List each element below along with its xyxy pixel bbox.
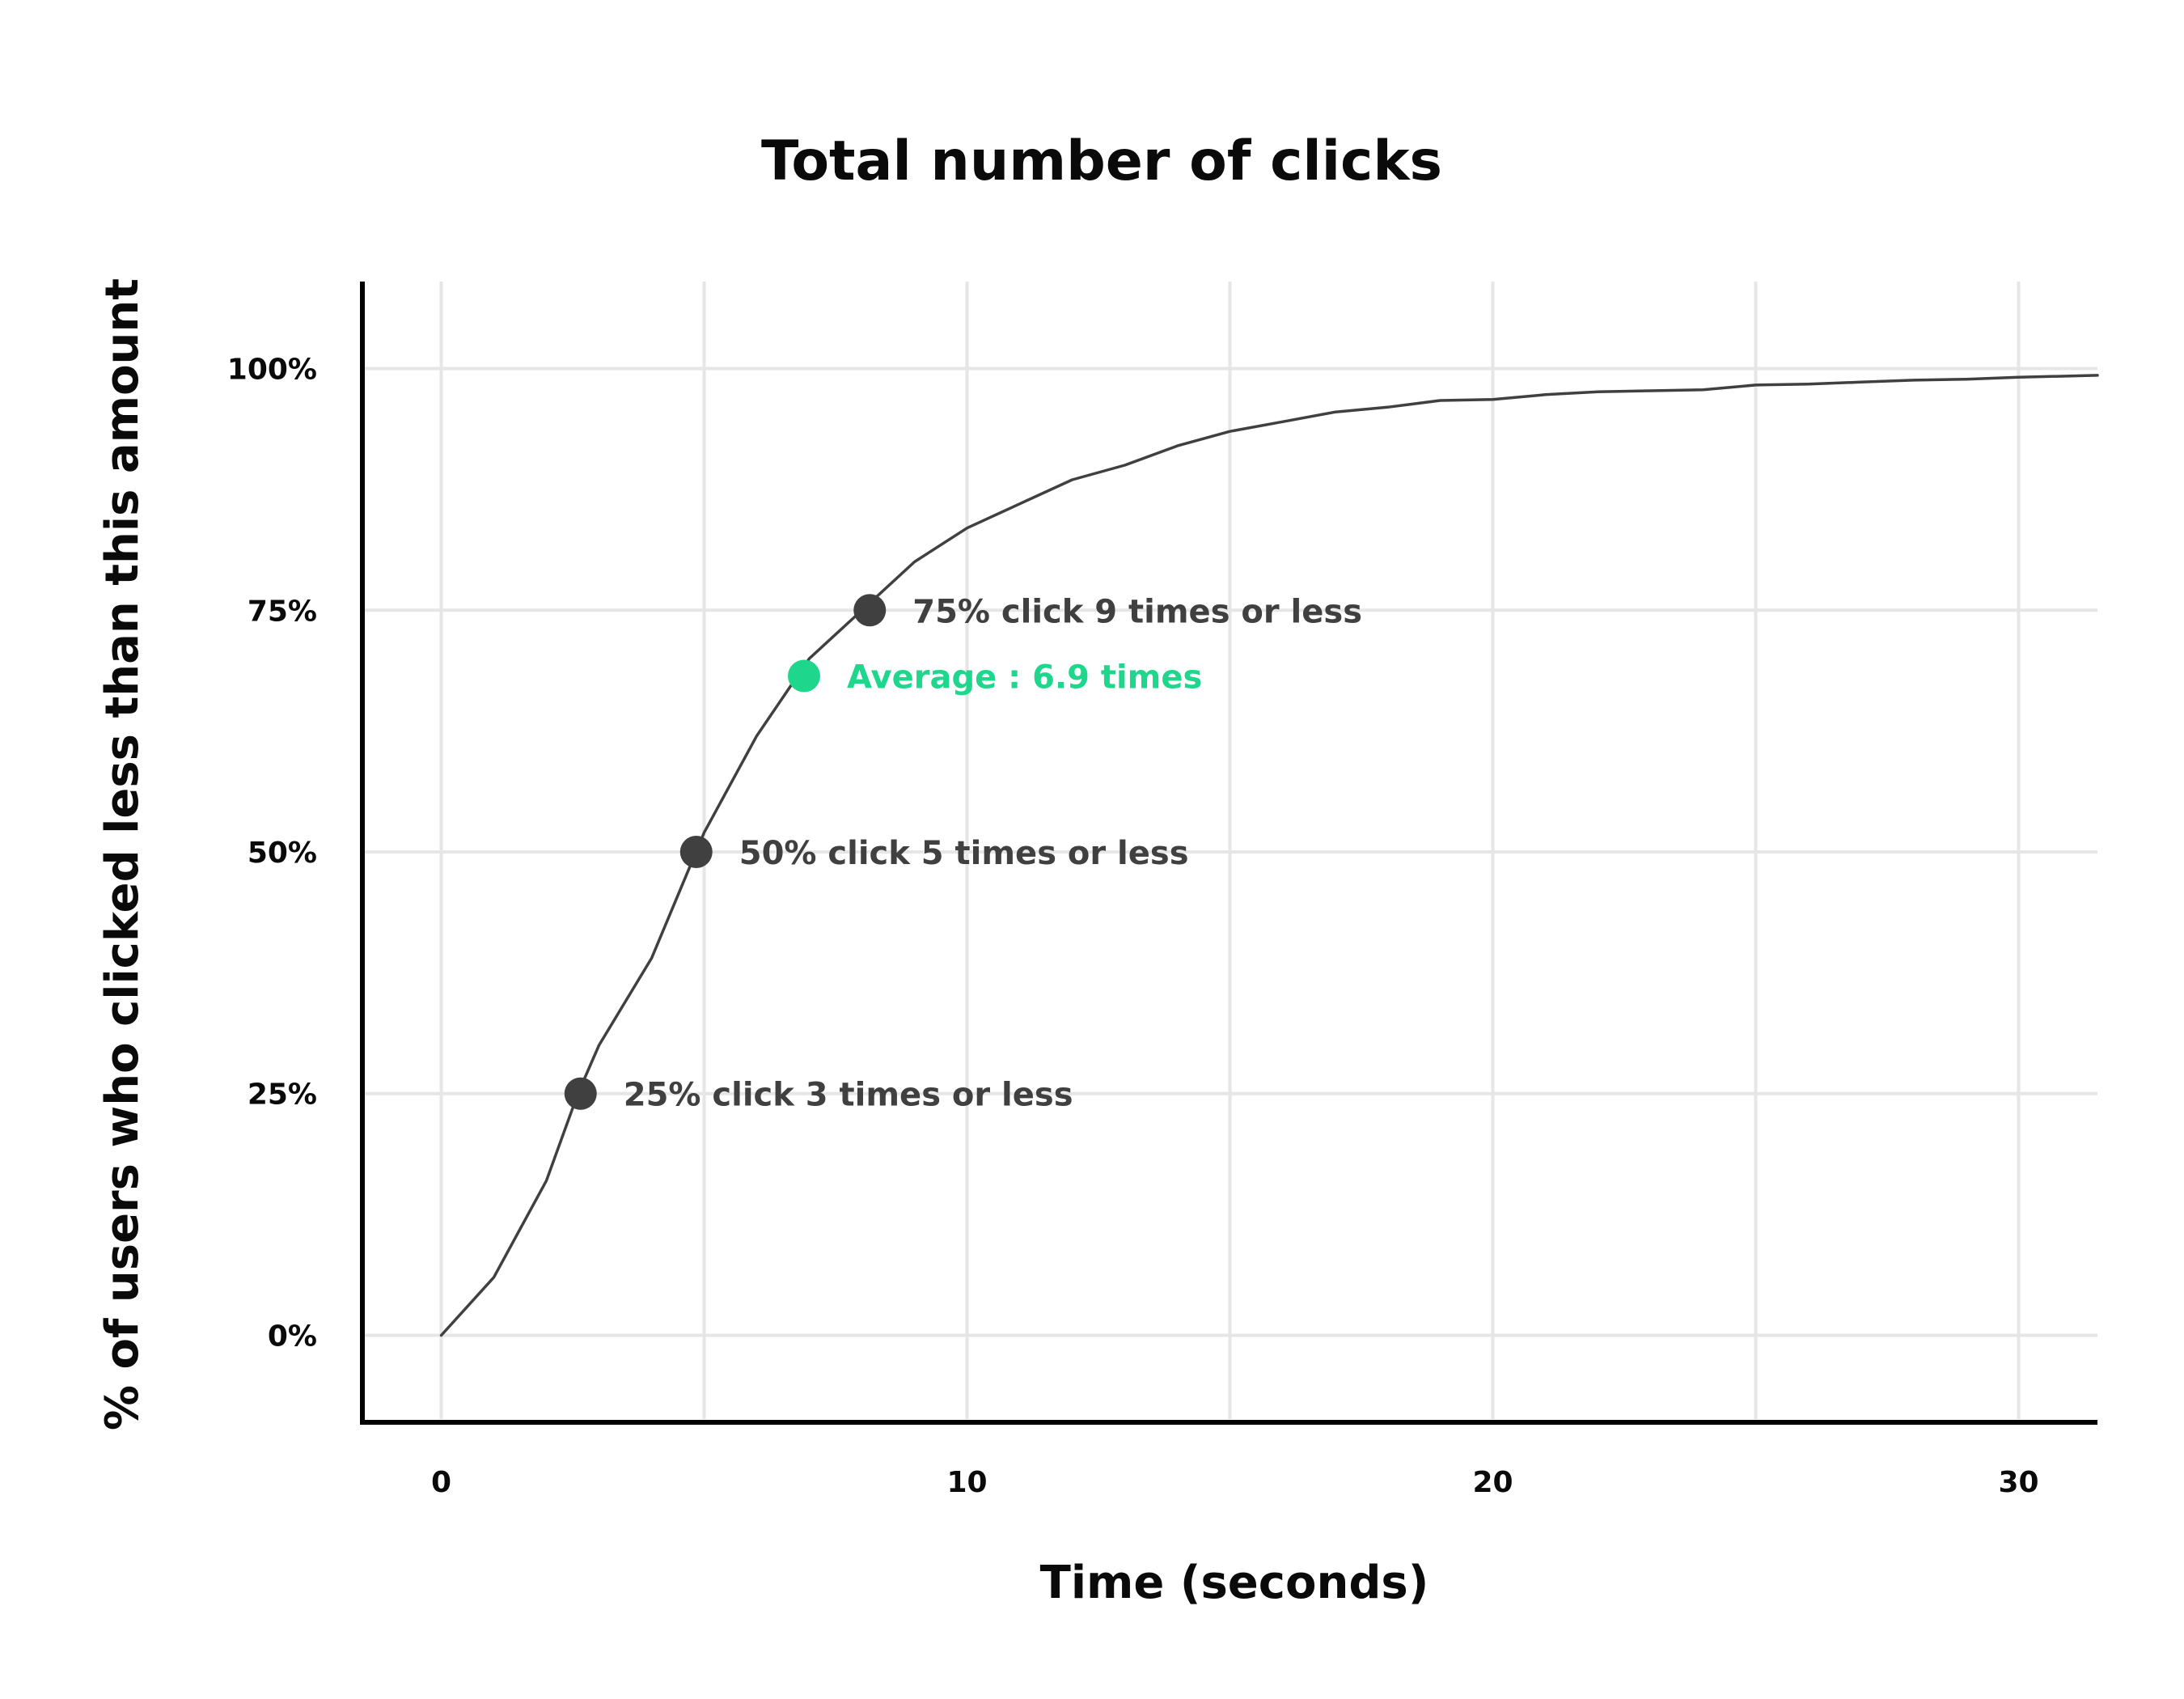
x-tick-label: 0 [431, 1466, 451, 1499]
series [439, 374, 2099, 1337]
y-tick-label: 75% [248, 595, 317, 628]
percentile-marker [679, 836, 713, 868]
percentile-label: 50% click 5 times or less [739, 835, 1189, 872]
y-tick-label: 0% [268, 1320, 317, 1353]
y-tick-label: 25% [248, 1078, 317, 1112]
tick-labels: 0% 25% 50% 75% 100% 0 10 20 30 [227, 354, 2039, 1499]
chart-title: Total number of clicks [761, 129, 1442, 193]
y-tick-label: 100% [227, 354, 317, 387]
axes [360, 282, 2097, 1425]
y-axis-title: % of users who clicked less than this am… [96, 278, 149, 1430]
y-tick-label: 50% [248, 837, 317, 870]
average-marker [788, 659, 820, 693]
percentile-label: 25% click 3 times or less [624, 1077, 1073, 1114]
grid [362, 282, 2097, 1419]
x-tick-label: 30 [1998, 1466, 2038, 1499]
average-label: Average : 6.9 times [847, 659, 1202, 697]
percentile-marker [564, 1077, 597, 1110]
annotations: 25% click 3 times or less 50% click 5 tim… [564, 593, 1362, 1114]
percentile-label: 75% click 9 times or less [912, 593, 1362, 630]
x-tick-label: 10 [946, 1466, 987, 1499]
x-tick-label: 20 [1472, 1466, 1513, 1499]
series-line [439, 374, 2099, 1337]
percentile-marker [853, 594, 887, 627]
x-axis-title: Time (seconds) [1040, 1557, 1429, 1609]
